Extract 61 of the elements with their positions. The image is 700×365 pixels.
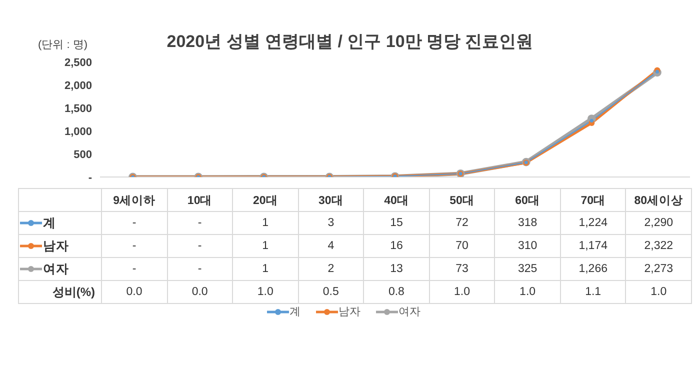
text: 여자 xyxy=(398,306,420,318)
x-tick-label: 30대 xyxy=(298,188,364,212)
data-label: 13 xyxy=(364,258,430,280)
y-tick-label: - xyxy=(88,172,92,184)
x-tick-label: 10대 xyxy=(167,188,233,212)
y-tick-label: 500 xyxy=(74,148,92,161)
data-label: 1,174 xyxy=(560,234,626,258)
data-label: 3 xyxy=(298,212,364,234)
point xyxy=(590,118,594,122)
data-label: 2,290 xyxy=(626,212,692,234)
data-label: - xyxy=(167,234,233,258)
data-label: 310 xyxy=(494,234,560,258)
data-label: - xyxy=(102,234,168,258)
data-label: - xyxy=(102,212,168,234)
x-tick-label: 9세이하 xyxy=(102,188,168,212)
text: 0.0 xyxy=(102,280,168,304)
data-label: 2 xyxy=(298,258,364,280)
data-label: - xyxy=(167,212,233,234)
data-label: 72 xyxy=(429,212,495,234)
data-label: 2,273 xyxy=(626,258,692,280)
data-label: 1 xyxy=(232,234,298,258)
data-label: 15 xyxy=(364,212,430,234)
data-label: 2,322 xyxy=(626,234,692,258)
legend-label: 계 xyxy=(18,212,102,234)
data-label: 4 xyxy=(298,234,364,258)
y-axis-title: (단위 : 명) xyxy=(38,38,88,52)
y-tick-label: 2,500 xyxy=(64,56,92,69)
data-label: 16 xyxy=(364,234,430,258)
data-label: - xyxy=(102,258,168,280)
text: 1.0 xyxy=(626,280,692,304)
data-label: 73 xyxy=(429,258,495,280)
y-tick-label: 1,000 xyxy=(64,126,92,138)
data-label: 1,266 xyxy=(560,258,626,280)
data-label: 1 xyxy=(232,212,298,234)
data-label: 70 xyxy=(429,234,495,258)
text: 남자 xyxy=(338,306,360,318)
text: 1.1 xyxy=(560,280,626,304)
legend-label: 여자 xyxy=(18,258,102,280)
data-label: 318 xyxy=(494,212,560,234)
legend-label: 남자 xyxy=(18,234,102,258)
text: 0.8 xyxy=(364,280,430,304)
data-label: 1 xyxy=(232,258,298,280)
text: 1.0 xyxy=(429,280,495,304)
x-tick-label: 80세이상 xyxy=(626,188,692,212)
x-tick-label: 20대 xyxy=(232,188,298,212)
x-tick-label: 70대 xyxy=(560,188,626,212)
text: 1.0 xyxy=(494,280,560,304)
x-tick-label: 60대 xyxy=(494,188,560,212)
text: 0.5 xyxy=(298,280,364,304)
chart-title: 2020년 성별 연령대별 / 인구 10만 명당 진료인원 xyxy=(166,32,534,51)
text: 성비(%) xyxy=(18,280,102,304)
y-tick-label: 2,000 xyxy=(64,80,92,92)
data-label: 1,224 xyxy=(560,212,626,234)
y-tick-label: 1,500 xyxy=(64,102,92,115)
text: 0.0 xyxy=(167,280,233,304)
x-tick-label: 40대 xyxy=(364,188,430,212)
data-label: 325 xyxy=(494,258,560,280)
text: 계 xyxy=(290,306,300,318)
x-tick-label: 50대 xyxy=(429,188,495,212)
text: 1.0 xyxy=(232,280,298,304)
data-label: - xyxy=(167,258,233,280)
